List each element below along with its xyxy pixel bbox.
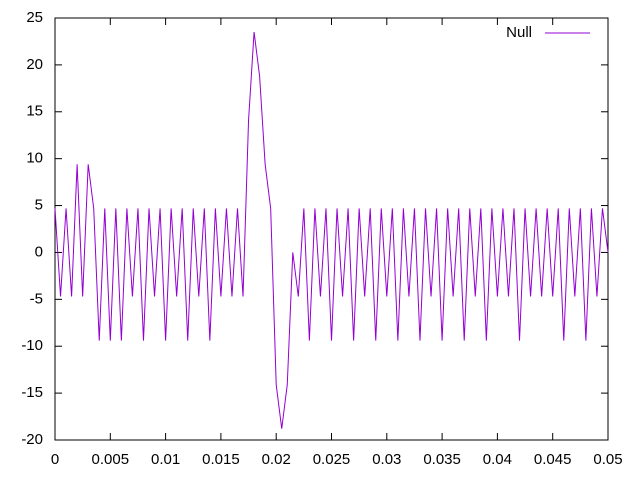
x-tick-label: 0.02: [262, 451, 291, 468]
x-tick-label: 0.045: [534, 451, 572, 468]
y-tick-label: -20: [21, 431, 43, 448]
y-tick-label: 0: [35, 243, 43, 260]
x-tick-label: 0.015: [202, 451, 240, 468]
y-tick-label: 15: [26, 103, 43, 120]
y-tick-label: -5: [30, 290, 43, 307]
x-tick-label: 0.005: [92, 451, 130, 468]
legend-label: Null: [506, 24, 532, 41]
plot-border: [54, 17, 609, 441]
x-tick-label: 0.035: [423, 451, 461, 468]
x-tick-label: 0: [51, 451, 59, 468]
y-tick-label: -15: [21, 384, 43, 401]
y-tick-label: 5: [35, 197, 43, 214]
x-tick-label: 0.025: [313, 451, 351, 468]
y-tick-label: 20: [26, 56, 43, 73]
x-tick-label: 0.01: [151, 451, 180, 468]
x-tick-label: 0.05: [593, 451, 622, 468]
y-tick-label: -10: [21, 337, 43, 354]
x-tick-label: 0.04: [483, 451, 512, 468]
y-tick-label: 25: [26, 9, 43, 26]
data-line: [54, 32, 609, 429]
x-tick-label: 0.03: [372, 451, 401, 468]
y-tick-label: 10: [26, 150, 43, 167]
